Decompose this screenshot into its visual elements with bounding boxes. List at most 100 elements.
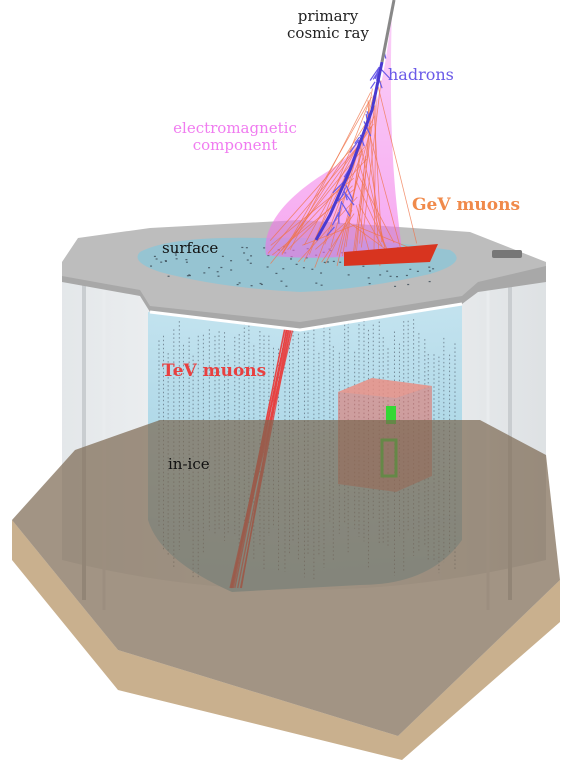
surface-tank xyxy=(208,267,211,269)
surface-tank xyxy=(282,268,285,270)
surface-tank xyxy=(311,268,314,270)
surface-tank xyxy=(241,246,244,249)
em-track xyxy=(289,92,371,251)
em-track xyxy=(281,158,367,251)
surface-tank xyxy=(155,258,158,260)
em-track xyxy=(321,213,355,263)
label-primary-cosmic-ray: primary cosmic ray xyxy=(268,7,388,43)
surface-tank xyxy=(217,275,220,277)
surface-tank xyxy=(198,246,201,248)
label-primary-line1: primary xyxy=(297,7,359,25)
em-track xyxy=(282,96,372,253)
em-track xyxy=(297,196,358,263)
label-em-line1: electromagnetic xyxy=(173,119,297,137)
surface-tank xyxy=(220,266,223,269)
em-track xyxy=(325,209,353,264)
surface-tank xyxy=(153,255,156,258)
hadron-core xyxy=(314,61,384,241)
surface-tank xyxy=(379,274,382,276)
label-electromagnetic-component: electromagnetic component xyxy=(150,119,320,155)
surface-tank xyxy=(347,274,350,276)
hadron-track xyxy=(333,215,339,223)
surface-tank xyxy=(432,268,435,270)
surface-tank xyxy=(323,261,326,264)
surface-tank xyxy=(167,275,170,277)
surface-tank xyxy=(175,251,178,253)
surface-tank xyxy=(165,260,168,262)
hadron-tracks xyxy=(314,50,392,241)
surface-tank xyxy=(216,271,219,273)
surface-tank xyxy=(185,261,188,263)
label-in-ice: in-ice xyxy=(168,455,210,473)
surface-tank xyxy=(260,283,263,286)
em-track xyxy=(351,131,370,265)
surface-tank xyxy=(243,252,246,254)
surface-tank xyxy=(175,258,178,260)
em-track xyxy=(304,133,365,246)
hadron-track xyxy=(343,191,348,201)
bedrock-slab xyxy=(12,420,560,760)
em-track xyxy=(358,164,390,263)
hadron-track xyxy=(363,121,372,137)
surface-tank xyxy=(246,259,249,261)
label-hadrons: hadrons xyxy=(388,65,454,84)
surface-tank xyxy=(368,282,371,285)
surface-tank xyxy=(230,269,233,271)
surface-tank xyxy=(428,280,431,283)
surface-tank xyxy=(305,257,308,259)
surface-tank xyxy=(221,255,224,257)
surface-tank xyxy=(428,266,431,268)
surface-tank xyxy=(362,265,365,267)
surface-tank xyxy=(326,261,329,263)
surface-tank xyxy=(250,285,253,287)
label-tev-muons: TeV muons xyxy=(162,361,267,381)
hadron-track xyxy=(349,139,360,153)
surface-tank xyxy=(164,260,167,262)
surface-tank xyxy=(367,277,370,279)
surface-tank xyxy=(203,272,206,274)
hadron-track xyxy=(370,81,376,89)
surface-tank xyxy=(339,261,342,263)
surface-tank xyxy=(236,283,239,286)
em-track xyxy=(308,102,370,255)
em-track xyxy=(353,224,408,248)
em-track xyxy=(324,150,364,245)
em-tracks xyxy=(267,80,418,268)
surface-tank xyxy=(405,274,408,277)
label-em-line2: component xyxy=(192,136,278,155)
surface-tank xyxy=(238,282,241,284)
hadron-track xyxy=(340,201,351,217)
gev-muon-footprint xyxy=(344,244,438,266)
surface-tank xyxy=(386,270,389,272)
surface-tank xyxy=(174,254,177,256)
primary-track xyxy=(380,0,396,63)
hadron-track xyxy=(326,226,335,237)
em-track xyxy=(372,95,382,243)
surface-tank xyxy=(263,247,266,249)
surface-tank xyxy=(275,272,278,275)
em-track xyxy=(355,205,372,258)
surface-tank xyxy=(315,282,318,284)
hadron-track xyxy=(372,71,379,80)
hadron-track xyxy=(354,136,361,144)
em-track xyxy=(315,222,347,250)
surface-tank xyxy=(407,283,410,286)
surface-tank xyxy=(188,274,191,277)
surface-tank xyxy=(280,280,283,282)
surface-tank xyxy=(396,276,399,278)
surface-tank xyxy=(160,261,163,263)
surface-tank xyxy=(245,247,248,249)
surface-tank xyxy=(416,270,419,272)
surface-tank xyxy=(267,254,270,257)
em-track xyxy=(345,136,363,248)
em-track xyxy=(377,86,418,244)
surface-tank xyxy=(295,263,298,265)
hadron-track xyxy=(341,187,347,198)
surface-tank xyxy=(290,258,293,260)
hadron-track xyxy=(369,66,380,81)
surface-tank xyxy=(266,266,269,268)
surface-tank xyxy=(185,259,188,261)
label-primary-line2: cosmic ray xyxy=(287,24,369,43)
em-track xyxy=(270,146,366,264)
